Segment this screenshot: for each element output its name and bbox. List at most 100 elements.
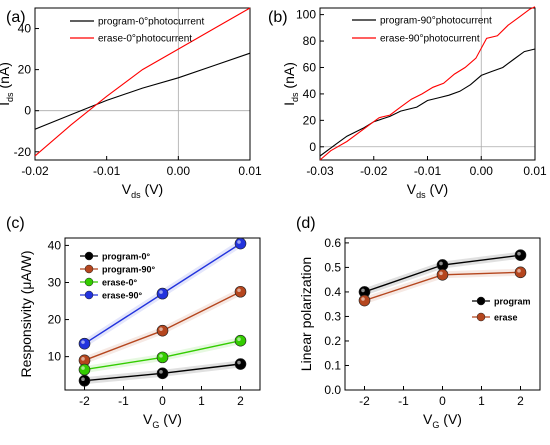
y-axis-label-sub: ds	[290, 92, 300, 102]
y-tick-label: 60	[303, 60, 317, 74]
y-axis-label-unit: (nA)	[0, 62, 12, 92]
x-tick-label: 1	[198, 394, 205, 408]
legend-label: erase-0°photocurrent	[98, 34, 192, 45]
x-axis-label-unit: (V)	[426, 181, 449, 197]
data-point-highlight	[237, 240, 241, 244]
chart-panel-d: (d) -2 -1 0 1 2 0.0 0.1 0.2 0.3 0.4 0.5 0.6 VG (V) Lin…	[296, 215, 541, 430]
legend-swatch-marker	[84, 264, 94, 274]
legend-label: program	[494, 297, 531, 307]
x-axis-label-main: V	[423, 411, 433, 427]
data-point-highlight	[81, 340, 85, 344]
y-axis-label: Responsivity (μA/W)	[18, 250, 34, 377]
y-tick-label: 0.1	[324, 358, 341, 372]
x-tick-label: -0.02	[360, 164, 388, 178]
x-axis-label-unit: (V)	[141, 181, 164, 197]
x-axis-label: VG (V)	[423, 411, 462, 430]
y-tick-label: 0.6	[324, 236, 341, 250]
data-point	[436, 268, 449, 281]
legend-entry: erase-0°photocurrent	[70, 34, 192, 45]
series-erase-90	[78, 237, 247, 350]
y-tick-label: 40	[48, 238, 62, 252]
y-tick-label: 0.2	[324, 334, 341, 348]
y-tick-label: 0.0	[324, 383, 341, 397]
series-erase-0	[78, 334, 247, 376]
x-tick-label: 0	[159, 394, 166, 408]
data-point-highlight	[159, 290, 163, 294]
legend-swatch-marker	[84, 290, 94, 300]
plot-frame	[34, 7, 251, 161]
x-tick-label: -0.03	[306, 164, 334, 178]
x-tick-label: -1	[118, 394, 129, 408]
y-tick-label: 20	[18, 63, 32, 77]
x-axis-label-sub: ds	[416, 190, 426, 200]
legend-label: program-0°	[102, 252, 151, 262]
x-tick-label: 2	[517, 394, 524, 408]
data-point	[514, 266, 527, 279]
legend-entry: program-90°photocurrent	[352, 16, 492, 27]
data-point-highlight	[439, 261, 443, 266]
legend-entry: program-0°	[80, 252, 151, 262]
legend-label: program-90°	[102, 265, 156, 275]
series-erase-90-photocurrent	[319, 6, 536, 161]
x-tick-label: -2	[79, 394, 90, 408]
y-axis-label-main: I	[0, 102, 12, 106]
x-axis-label-sub: G	[152, 420, 159, 430]
legend-entry: erase-0°	[80, 278, 138, 288]
legend-swatch-marker	[476, 296, 486, 306]
panel-label: (a)	[6, 9, 26, 26]
data-point	[234, 334, 247, 347]
y-tick-label: 80	[303, 34, 317, 48]
y-tick-label: 40	[18, 22, 32, 36]
x-tick-label: 0.00	[167, 164, 191, 178]
panel-label: (b)	[268, 9, 288, 26]
data-point-highlight	[159, 370, 163, 374]
x-axis-label: Vds (V)	[407, 181, 448, 200]
data-point	[156, 324, 169, 337]
x-tick-label: 0.01	[238, 164, 262, 178]
series-erase	[358, 266, 527, 307]
y-tick-label: 10	[48, 350, 62, 364]
series-program	[358, 249, 527, 298]
data-point-highlight	[439, 271, 443, 276]
y-tick-label: -20	[14, 145, 32, 159]
legend-entry: erase-90°	[80, 291, 143, 301]
x-tick-label: -1	[398, 394, 409, 408]
data-point	[358, 294, 371, 307]
chart-panel-b: (b) -0.03 -0.02 -0.01 0.00 0.01 0 20 40 60 80 100 Vd…	[268, 6, 547, 200]
data-point	[156, 351, 169, 364]
y-axis-label-unit: (nA)	[281, 62, 297, 92]
data-point	[78, 363, 91, 376]
data-point	[234, 358, 247, 370]
y-tick-label: 0.3	[324, 309, 341, 323]
legend-label: program-90°photocurrent	[380, 16, 492, 27]
series-erase-0-photocurrent	[34, 7, 251, 157]
x-axis-label-sub: G	[432, 420, 439, 430]
chart-panel-a: (a) -0.02 -0.01 0.00 0.01 -20 0 20 40 Vds (V) Ids …	[0, 7, 262, 200]
data-point-highlight	[361, 288, 365, 293]
legend-label: erase-90°	[102, 291, 143, 301]
series-program-90	[78, 285, 247, 367]
legend-swatch-marker	[84, 251, 94, 261]
data-point	[156, 287, 169, 300]
series-line	[34, 7, 251, 157]
x-axis-label-main: V	[143, 411, 153, 427]
x-tick-label: 1	[478, 394, 485, 408]
y-tick-label: 0.4	[324, 285, 341, 299]
data-point-highlight	[81, 377, 85, 382]
series-line	[34, 52, 251, 130]
legend-label: erase-90°photocurrent	[380, 34, 480, 45]
data-point	[156, 367, 169, 380]
data-point	[514, 249, 527, 261]
data-point	[78, 337, 91, 350]
data-point-highlight	[237, 360, 241, 365]
y-tick-label: 20	[303, 113, 317, 127]
y-axis-label-main: I	[281, 102, 297, 106]
legend-entry: program	[472, 297, 531, 307]
panel-label: (d)	[296, 215, 316, 232]
legend-swatch-marker	[84, 277, 94, 287]
legend-label: erase	[494, 313, 518, 323]
y-tick-label: 30	[48, 275, 62, 289]
legend-entry: erase-90°photocurrent	[352, 34, 480, 45]
x-tick-label: 0	[439, 394, 446, 408]
